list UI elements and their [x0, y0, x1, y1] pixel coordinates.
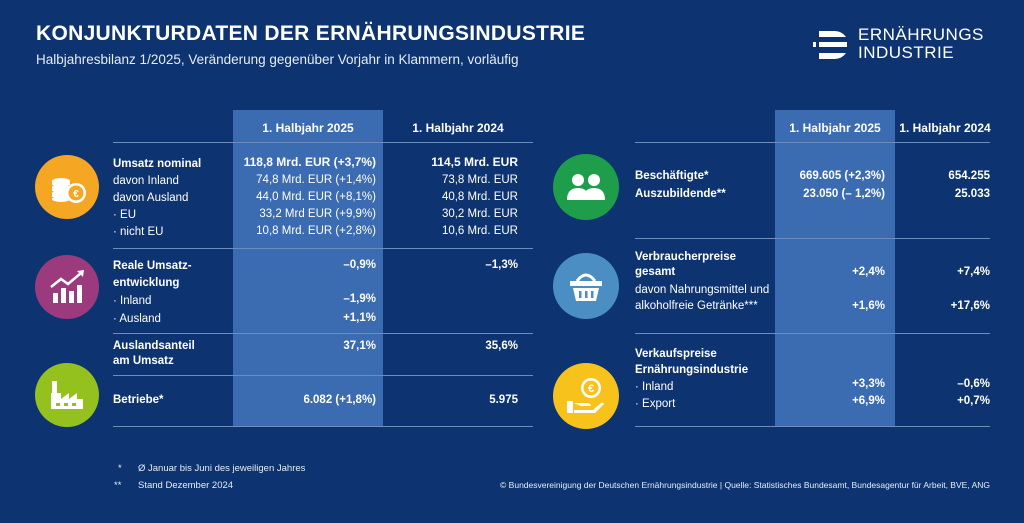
coins-icon: € — [35, 155, 99, 219]
divider — [113, 426, 533, 427]
real-inland-label: · Inland — [113, 295, 152, 307]
svg-text:€: € — [73, 189, 79, 200]
umsatz-nominal-label: Umsatz nominal — [113, 158, 202, 170]
real-previous: –1,3% — [485, 259, 518, 271]
real-ausland-label: · Ausland — [113, 313, 161, 325]
umsatz-ausland-label: davon Ausland — [113, 192, 189, 204]
left-col-header-previous: 1. Halbjahr 2024 — [412, 121, 504, 135]
auslandsanteil-current: 37,1% — [343, 340, 376, 352]
divider — [113, 375, 533, 376]
umsatz-inland-current: 74,8 Mrd. EUR (+1,4%) — [256, 174, 376, 186]
umsatz-eu-current: 33,2 Mrd EUR (+9,9%) — [259, 208, 376, 220]
left-col-header-current: 1. Halbjahr 2025 — [262, 121, 354, 135]
logo-icon — [813, 31, 847, 59]
umsatz-eu-label: · EU — [113, 209, 136, 221]
footnote-1-mark: * — [118, 463, 122, 474]
verbraucher-sub-previous: +17,6% — [950, 300, 990, 312]
azubis-current: 23.050 (– 1,2%) — [803, 188, 885, 200]
beschaeftigte-label: Beschäftigte* — [635, 170, 709, 182]
azubis-previous: 25.033 — [954, 188, 990, 200]
footnote-2-text: Stand Dezember 2024 — [138, 480, 234, 491]
logo-text: ERNÄHRUNGS INDUSTRIE — [858, 26, 984, 62]
divider — [113, 333, 533, 334]
umsatz-inland-previous: 73,8 Mrd. EUR — [441, 174, 518, 186]
azubis-label: Auszubildende** — [635, 188, 726, 200]
beschaeftigte-current: 669.605 (+2,3%) — [799, 170, 885, 182]
umsatz-nicht-eu-label: · nicht EU — [113, 226, 164, 238]
verkauf-export-previous: +0,7% — [957, 395, 990, 407]
page-title: KONJUNKTURDATEN DER ERNÄHRUNGSINDUSTRIE — [36, 22, 586, 45]
verbraucher-sub-line1: davon Nahrungsmittel und — [635, 284, 770, 296]
left-highlight-column — [233, 110, 383, 426]
real-ausland-current: +1,1% — [343, 312, 376, 324]
verkauf-inland-current: +3,3% — [852, 378, 885, 390]
umsatz-inland-label: davon Inland — [113, 175, 179, 187]
auslandsanteil-label-line2: am Umsatz — [113, 355, 174, 367]
verkauf-inland-label: · Inland — [635, 381, 674, 393]
basket-icon — [553, 253, 619, 319]
euro-hand-icon: € — [553, 363, 619, 429]
right-highlight-column — [775, 110, 895, 426]
verbraucher-label-line2: gesamt — [635, 266, 676, 278]
umsatz-nicht-eu-previous: 10,6 Mrd. EUR — [441, 225, 518, 237]
verkauf-export-label: · Export — [635, 398, 676, 410]
rising-chart-icon — [35, 255, 99, 319]
right-col-header-previous: 1. Halbjahr 2024 — [899, 121, 991, 135]
verkauf-inland-previous: –0,6% — [957, 378, 990, 390]
verbraucher-label-line1: Verbraucherpreise — [635, 251, 737, 263]
divider — [635, 426, 990, 427]
footnote-1-text: Ø Januar bis Juni des jeweiligen Jahres — [138, 463, 306, 474]
real-label-line1: Reale Umsatz- — [113, 260, 192, 272]
divider — [635, 238, 990, 239]
page-subtitle: Halbjahresbilanz 1/2025, Veränderung geg… — [36, 52, 519, 67]
real-label-line2: entwicklung — [113, 277, 180, 289]
verbraucher-sub-line2: alkoholfreie Getränke*** — [635, 300, 758, 312]
logo-line2: INDUSTRIE — [858, 43, 955, 62]
verkauf-label-line2: Ernährungsindustrie — [635, 364, 749, 376]
betriebe-current: 6.082 (+1,8%) — [303, 394, 376, 406]
divider — [635, 142, 990, 143]
verkauf-export-current: +6,9% — [852, 395, 885, 407]
verbraucher-current: +2,4% — [852, 266, 885, 278]
umsatz-eu-previous: 30,2 Mrd. EUR — [441, 208, 518, 220]
umsatz-nominal-current: 118,8 Mrd. EUR (+3,7%) — [243, 155, 376, 169]
source-note: © Bundesvereinigung der Deutschen Ernähr… — [500, 480, 990, 490]
umsatz-nominal-previous: 114,5 Mrd. EUR — [431, 155, 518, 169]
divider — [113, 142, 533, 143]
factory-icon — [35, 363, 99, 427]
divider — [635, 333, 990, 334]
auslandsanteil-previous: 35,6% — [485, 340, 518, 352]
divider — [113, 248, 533, 249]
betriebe-label: Betriebe* — [113, 394, 164, 406]
people-icon — [553, 154, 619, 220]
footnote-2-mark: ** — [114, 480, 122, 491]
verkauf-label-line1: Verkaufspreise — [635, 348, 717, 360]
logo-line1: ERNÄHRUNGS — [858, 25, 984, 44]
umsatz-ausland-previous: 40,8 Mrd. EUR — [441, 191, 518, 203]
right-col-header-current: 1. Halbjahr 2025 — [789, 121, 881, 135]
real-inland-current: –1,9% — [343, 293, 376, 305]
betriebe-previous: 5.975 — [489, 394, 518, 406]
umsatz-nicht-eu-current: 10,8 Mrd. EUR (+2,8%) — [256, 225, 376, 237]
umsatz-ausland-current: 44,0 Mrd. EUR (+8,1%) — [256, 191, 376, 203]
real-current: –0,9% — [343, 259, 376, 271]
auslandsanteil-label-line1: Auslandsanteil — [113, 340, 195, 352]
svg-text:€: € — [588, 383, 594, 395]
beschaeftigte-previous: 654.255 — [948, 170, 990, 182]
verbraucher-previous: +7,4% — [957, 266, 990, 278]
verbraucher-sub-current: +1,6% — [852, 300, 885, 312]
